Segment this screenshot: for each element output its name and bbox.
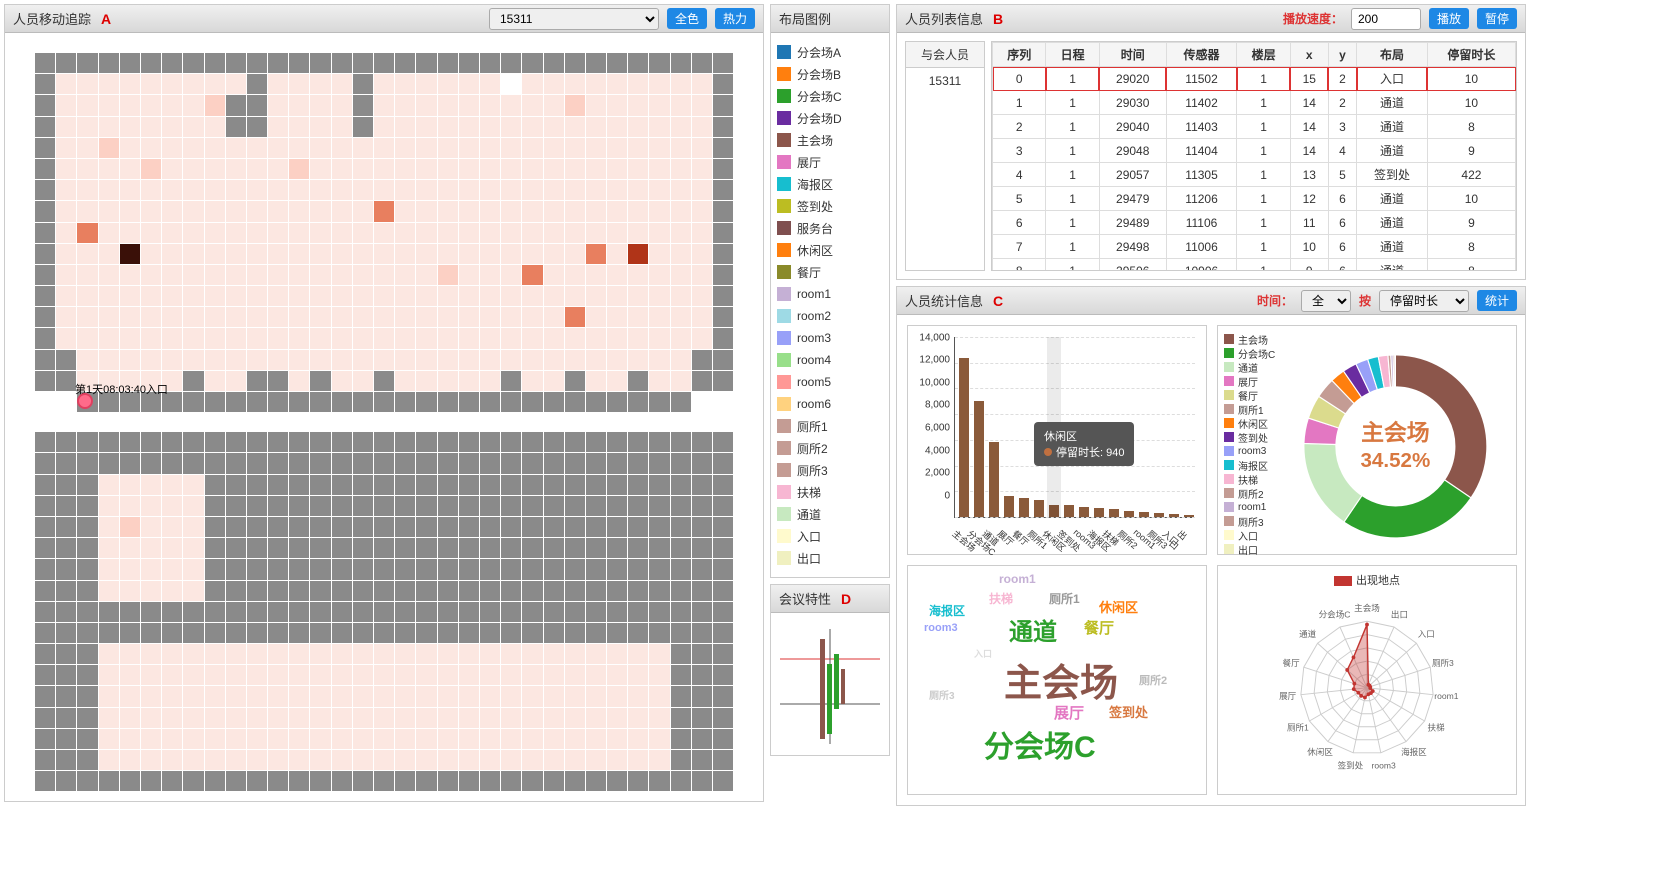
- meeting-panel-marker: D: [841, 591, 851, 607]
- legend-item: 分会场A: [777, 41, 883, 63]
- table-header: 日程: [1046, 43, 1099, 67]
- play-button[interactable]: 播放: [1429, 8, 1469, 29]
- svg-text:入口: 入口: [1418, 629, 1435, 639]
- legend-list: 分会场A分会场B分会场C分会场D主会场展厅海报区签到处服务台休闲区餐厅room1…: [771, 33, 889, 577]
- legend-item: 厕所3: [777, 459, 883, 481]
- svg-text:厕所3: 厕所3: [1432, 658, 1454, 668]
- heat-button[interactable]: 热力: [715, 8, 755, 29]
- legend-item: 出口: [777, 547, 883, 569]
- svg-text:分会场C: 分会场C: [1319, 609, 1351, 620]
- table-row[interactable]: 7129498110061106通道8: [993, 235, 1516, 259]
- legend-item: 通道: [777, 503, 883, 525]
- legend-item: room6: [777, 393, 883, 415]
- meeting-chart: [780, 619, 880, 749]
- svg-text:room3: room3: [1371, 761, 1395, 771]
- legend-panel-title: 布局图例: [779, 9, 831, 28]
- legend-item: room3: [777, 327, 883, 349]
- legend-item: room5: [777, 371, 883, 393]
- table-row[interactable]: 0129020115021152入口10: [993, 67, 1516, 91]
- table-header: 时间: [1099, 43, 1166, 67]
- radar-legend-label: 出现地点: [1356, 575, 1400, 587]
- person-select[interactable]: 15311: [489, 8, 659, 30]
- svg-text:签到处: 签到处: [1338, 760, 1364, 771]
- legend-item: 休闲区: [777, 239, 883, 261]
- data-table-wrap[interactable]: 序列日程时间传感器楼层xy布局停留时长 0129020115021152入口10…: [991, 41, 1517, 271]
- table-row[interactable]: 1129030114021142通道10: [993, 91, 1516, 115]
- svg-text:出口: 出口: [1391, 609, 1408, 620]
- attendee-value: 15311: [906, 68, 984, 94]
- table-header: 停留时长: [1427, 43, 1515, 67]
- svg-text:room1: room1: [1434, 691, 1458, 701]
- time-select[interactable]: 全: [1301, 290, 1351, 312]
- meeting-panel-title: 会议特性: [779, 589, 831, 608]
- panel-b-title: 人员列表信息: [905, 9, 983, 28]
- by-label: 按: [1359, 292, 1371, 309]
- svg-text:主会场: 主会场: [1354, 602, 1380, 613]
- legend-item: 厕所2: [777, 437, 883, 459]
- bar-chart: 02,0004,0006,0008,00010,00012,00014,000主…: [907, 325, 1207, 555]
- legend-item: room2: [777, 305, 883, 327]
- data-table: 序列日程时间传感器楼层xy布局停留时长 0129020115021152入口10…: [992, 42, 1516, 271]
- legend-item: 餐厅: [777, 261, 883, 283]
- radar-chart: 出现地点 主会场出口入口厕所3 room1 扶梯海报区 room3 签到处休闲区 厕所1 展…: [1217, 565, 1517, 795]
- pause-button[interactable]: 暂停: [1477, 8, 1517, 29]
- svg-text:休闲区: 休闲区: [1307, 746, 1333, 757]
- svg-text:海报区: 海报区: [1401, 746, 1427, 757]
- legend-item: 签到处: [777, 195, 883, 217]
- legend-item: 主会场: [777, 129, 883, 151]
- panel-c-marker: C: [993, 293, 1003, 309]
- heatmap-bottom: [35, 432, 733, 791]
- table-row[interactable]: 4129057113051135签到处422: [993, 163, 1516, 187]
- legend-item: 服务台: [777, 217, 883, 239]
- svg-text:34.52%: 34.52%: [1361, 449, 1431, 472]
- full-color-button[interactable]: 全色: [667, 8, 707, 29]
- legend-item: room4: [777, 349, 883, 371]
- panel-b-marker: B: [993, 11, 1003, 27]
- table-row[interactable]: 5129479112061126通道10: [993, 187, 1516, 211]
- legend-item: 分会场D: [777, 107, 883, 129]
- svg-text:扶梯: 扶梯: [1428, 722, 1446, 733]
- legend-item: 分会场B: [777, 63, 883, 85]
- svg-text:通道: 通道: [1299, 628, 1317, 639]
- table-row[interactable]: 812950610906196通道8: [993, 259, 1516, 272]
- table-row[interactable]: 2129040114031143通道8: [993, 115, 1516, 139]
- panel-a-title: 人员移动追踪: [13, 9, 91, 28]
- attendee-box: 与会人员 15311: [905, 41, 985, 271]
- svg-text:厕所1: 厕所1: [1287, 723, 1309, 733]
- table-row[interactable]: 6129489111061116通道9: [993, 211, 1516, 235]
- tracker-dot: [77, 393, 93, 409]
- table-header: y: [1328, 43, 1356, 67]
- legend-item: room1: [777, 283, 883, 305]
- legend-item: 展厅: [777, 151, 883, 173]
- svg-text:展厅: 展厅: [1279, 691, 1297, 701]
- table-row[interactable]: 3129048114041144通道9: [993, 139, 1516, 163]
- svg-text:餐厅: 餐厅: [1283, 658, 1301, 668]
- table-header: 序列: [993, 43, 1046, 67]
- svg-text:主会场: 主会场: [1361, 420, 1430, 446]
- attendee-header: 与会人员: [906, 42, 984, 68]
- table-header: 布局: [1357, 43, 1428, 67]
- speed-input[interactable]: [1351, 8, 1421, 30]
- legend-item: 入口: [777, 525, 883, 547]
- panel-c-title: 人员统计信息: [905, 291, 983, 310]
- table-header: 传感器: [1166, 43, 1237, 67]
- legend-item: 海报区: [777, 173, 883, 195]
- legend-item: 分会场C: [777, 85, 883, 107]
- table-header: x: [1290, 43, 1328, 67]
- legend-item: 厕所1: [777, 415, 883, 437]
- by-select[interactable]: 停留时长: [1379, 290, 1469, 312]
- panel-a-marker: A: [101, 11, 111, 27]
- time-label: 时间：: [1257, 292, 1293, 309]
- speed-label: 播放速度：: [1283, 10, 1343, 27]
- heatmap-top: 第1天08:03:40入口: [35, 53, 733, 412]
- donut-chart: 主会场分会场C通道展厅餐厅厕所1休闲区签到处room3海报区扶梯厕所2room1…: [1217, 325, 1517, 555]
- word-cloud: 主会场分会场C通道展厅餐厅签到处休闲区海报区room1room3扶梯厕所1厕所2…: [907, 565, 1207, 795]
- stat-button[interactable]: 统计: [1477, 290, 1517, 311]
- legend-item: 扶梯: [777, 481, 883, 503]
- table-header: 楼层: [1237, 43, 1290, 67]
